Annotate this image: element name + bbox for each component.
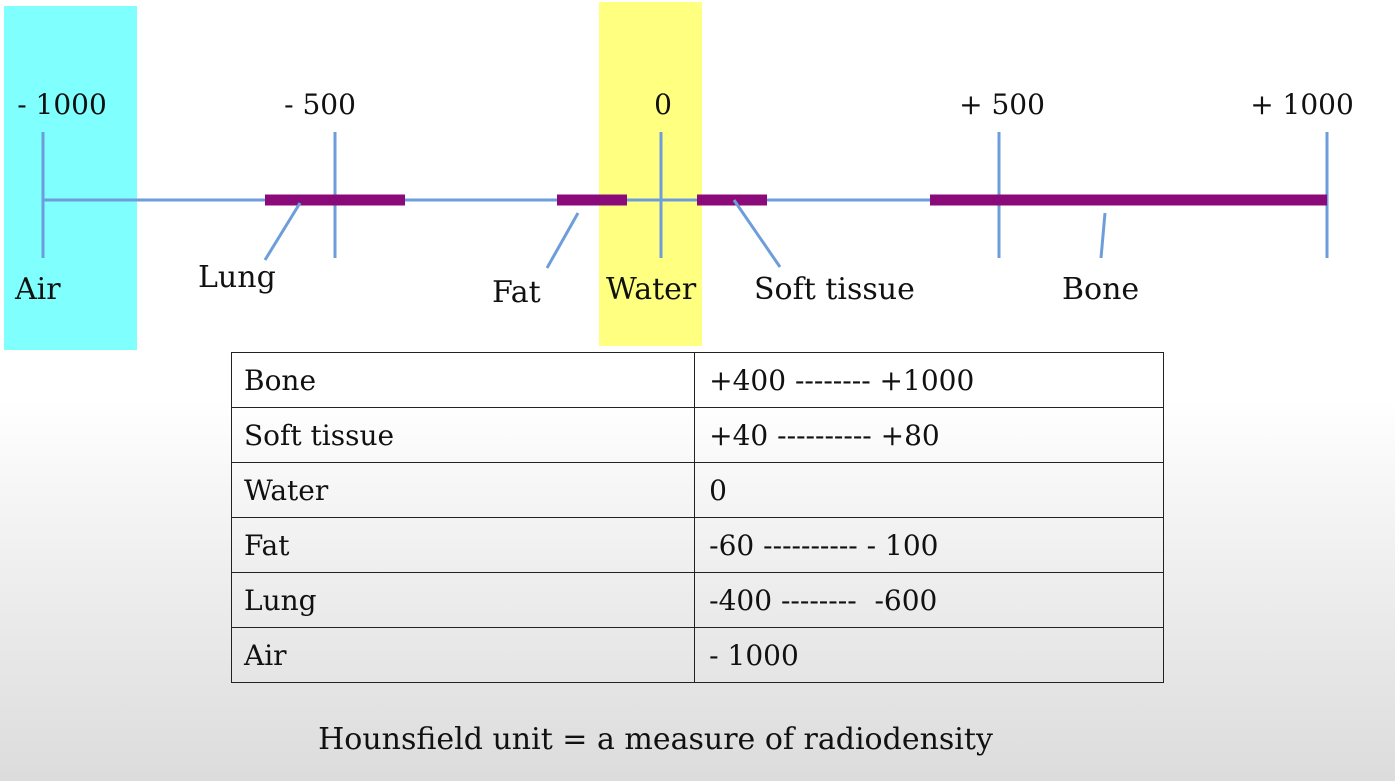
tissue-cell: Lung [230, 572, 696, 628]
table-row: Lung -400 -------- -600 [230, 572, 1164, 628]
tissue-cell: Water [230, 462, 696, 518]
table-row: Air - 1000 [230, 627, 1164, 683]
air-highlight-band [4, 6, 137, 350]
tissue-cell: Soft tissue [230, 407, 696, 463]
water-label: Water [606, 272, 697, 307]
tick-label-minus-1000: - 1000 [17, 88, 107, 121]
bone-leader-line [1099, 212, 1107, 259]
table-row: Fat -60 ---------- - 100 [230, 517, 1164, 573]
soft-tissue-label: Soft tissue [754, 272, 915, 307]
table-row: Soft tissue +40 ---------- +80 [230, 407, 1164, 463]
range-cell: -60 ---------- - 100 [694, 517, 1164, 573]
table-row: Bone +400 -------- +1000 [230, 352, 1164, 408]
hounsfield-scale-diagram: - 1000 - 500 0 + 500 + 1000 Air Lung Fat… [4, 2, 1354, 350]
caption: Hounsfield unit = a measure of radiodens… [318, 722, 993, 757]
range-cell: -400 -------- -600 [694, 572, 1164, 628]
bone-label: Bone [1062, 272, 1139, 307]
range-cell: +40 ---------- +80 [694, 407, 1164, 463]
range-cell: - 1000 [694, 627, 1164, 683]
tick-label-plus-500: + 500 [959, 88, 1045, 121]
tissue-cell: Fat [230, 517, 696, 573]
air-label: Air [14, 272, 61, 307]
lung-label: Lung [198, 260, 276, 295]
tissue-cell: Bone [230, 352, 696, 408]
fat-leader-line [545, 212, 580, 269]
soft-tissue-leader-line [732, 199, 782, 268]
fat-label: Fat [492, 275, 541, 310]
water-highlight-band [599, 2, 702, 346]
tissue-cell: Air [230, 627, 696, 683]
range-cell: +400 -------- +1000 [694, 352, 1164, 408]
range-cell: 0 [694, 462, 1164, 518]
tick-label-plus-1000: + 1000 [1250, 88, 1354, 121]
table-row: Water 0 [230, 462, 1164, 518]
tick-label-zero: 0 [654, 88, 672, 121]
lung-leader-line [263, 202, 302, 261]
hounsfield-reference-table: Bone +400 -------- +1000 Soft tissue +40… [230, 352, 1164, 683]
tick-label-minus-500: - 500 [284, 88, 356, 121]
